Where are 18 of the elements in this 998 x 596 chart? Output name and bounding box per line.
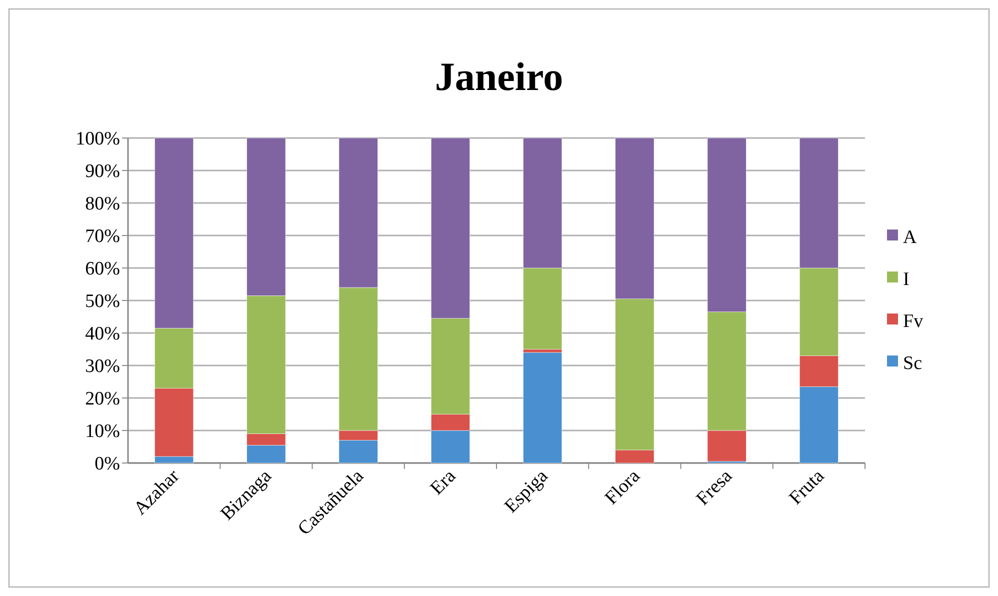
y-tick-label: 10% xyxy=(85,421,120,442)
y-tick-label: 40% xyxy=(85,324,120,345)
y-tick-label: 0% xyxy=(94,454,120,475)
y-tick-label: 60% xyxy=(85,258,120,280)
legend-label: Sc xyxy=(903,353,922,374)
legend-label: A xyxy=(903,227,917,248)
y-tick-label: 80% xyxy=(85,194,120,215)
legend-label: I xyxy=(903,269,910,290)
legend-label: Fv xyxy=(903,311,924,332)
x-tick-label: Era xyxy=(426,465,460,500)
bar xyxy=(523,352,562,464)
y-tick-label: 30% xyxy=(85,356,120,378)
y-tick-label: 100% xyxy=(76,128,120,150)
y-tick-label: 70% xyxy=(85,226,120,248)
y-tick-label: 20% xyxy=(85,388,120,410)
chart-title: Janeiro xyxy=(434,54,564,99)
y-tick-label: 90% xyxy=(85,161,120,182)
y-tick-label: 50% xyxy=(85,291,120,312)
